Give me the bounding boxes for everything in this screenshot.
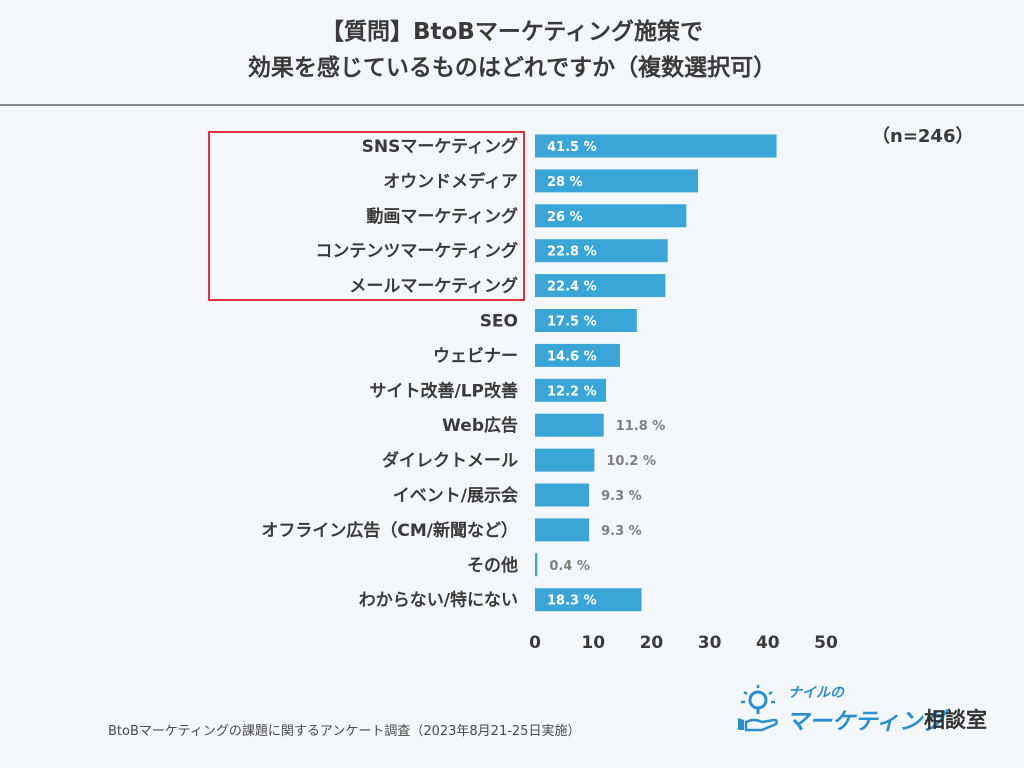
category-label: ダイレクトメール [382,450,518,471]
category-label: その他 [467,555,518,576]
bar [535,413,604,437]
sample-size-note: （n=246） [872,126,974,147]
bar [535,204,687,228]
chart-title-line2: 効果を感じているものはどれですか（複数選択可） [247,55,777,81]
x-tick-label: 10 [581,633,605,653]
category-label: 動画マーケティング [366,206,518,227]
highlight-box [208,131,525,301]
bar [535,518,590,542]
value-label: 41.5 % [547,140,597,155]
category-label: ウェビナー [433,346,518,366]
value-label: 22.8 % [547,245,597,260]
bar [535,553,538,577]
bar [535,169,698,193]
x-tick-label: 30 [698,633,722,653]
bar [535,588,642,612]
source-footnote: BtoBマーケティングの課題に関するアンケート調査（2023年8月21-25日実… [108,724,581,739]
value-label: 22.4 % [547,280,597,295]
value-label: 9.3 % [601,524,642,539]
category-label: SNSマーケティング [362,136,518,157]
category-label: イベント/展示会 [393,485,518,506]
chart-title: 【質問】BtoBマーケティング施策で 効果を感じているものはどれですか（複数選択… [0,14,1024,86]
category-label: メールマーケティング [349,276,518,297]
value-label: 12.2 % [547,384,597,399]
category-label: サイト改善/LP改善 [369,380,518,401]
bar [535,134,777,158]
x-tick-label: 50 [814,633,838,653]
value-label: 17.5 % [547,315,597,330]
bar [535,343,620,367]
bar [535,274,666,298]
x-tick-label: 0 [529,633,541,653]
category-label: SEO [480,312,518,332]
logo-main-text: マーケティング [786,709,946,735]
bar [535,448,595,472]
value-label: 18.3 % [547,594,597,609]
value-label: 9.3 % [601,489,642,504]
x-tick-label: 40 [756,633,780,653]
value-label: 14.6 % [547,349,597,364]
title-divider [0,104,1024,106]
lightbulb-hand-icon [738,685,778,732]
bar [535,378,607,402]
chart-title-line1: 【質問】BtoBマーケティング施策で [320,19,704,45]
value-label: 10.2 % [606,454,656,469]
category-label: Web広告 [442,415,518,436]
bar [535,239,668,263]
brand-logo: ナイルの マーケティング 相談室 [736,680,1006,740]
category-label: わからない/特にない [359,590,518,611]
logo-sub-text: 相談室 [924,708,987,732]
category-label: コンテンツマーケティング [315,241,518,262]
bar [535,483,590,507]
value-label: 11.8 % [616,419,666,434]
value-label: 26 % [547,210,583,225]
value-label: 0.4 % [549,559,590,574]
logo-small-text: ナイルの [788,685,844,701]
category-label: オフライン広告（CM/新聞など） [261,520,518,541]
value-label: 28 % [547,175,583,190]
x-tick-label: 20 [640,633,664,653]
category-label: オウンドメディア [383,171,518,192]
bar [535,309,637,332]
